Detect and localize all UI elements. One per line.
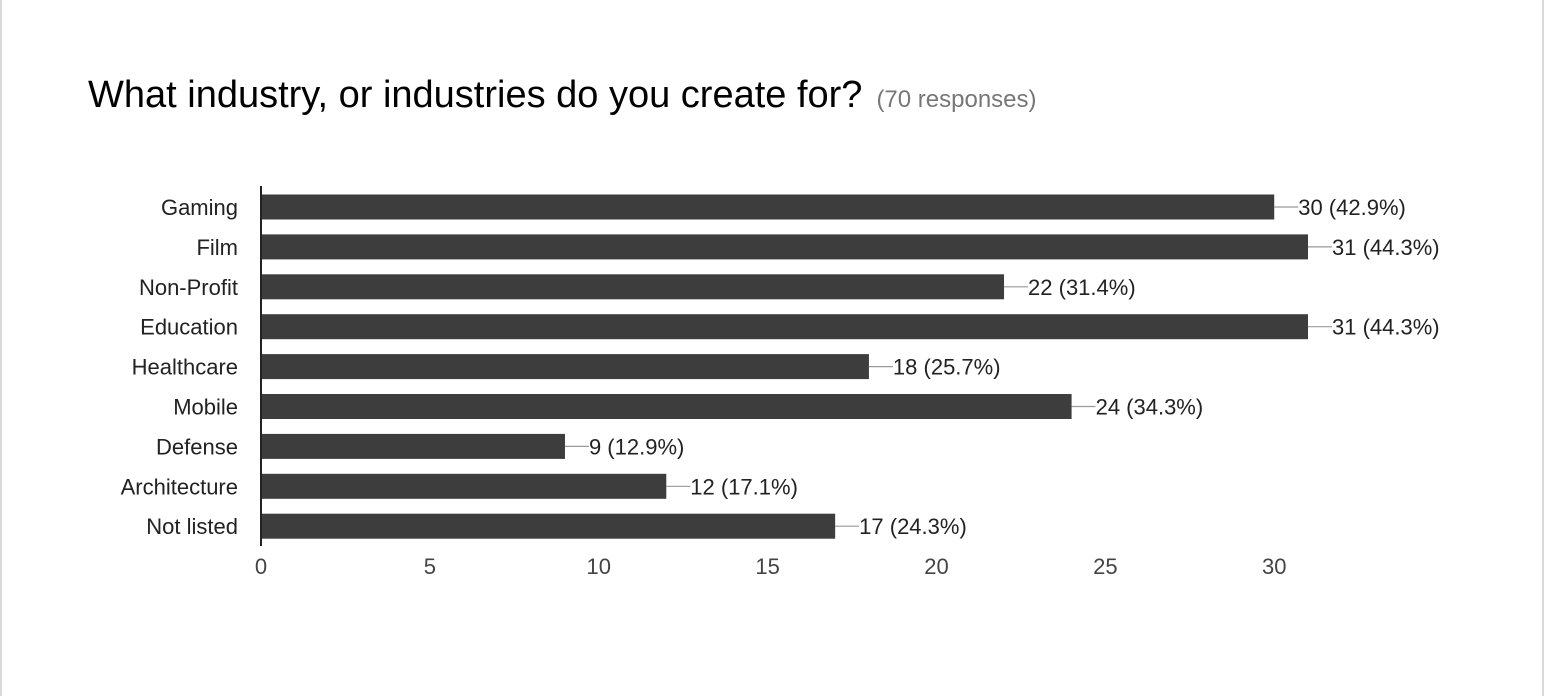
category-label: Gaming	[161, 195, 238, 220]
data-label: 30 (42.9%)	[1298, 195, 1406, 220]
x-tick-label: 20	[924, 554, 948, 579]
data-label: 31 (44.3%)	[1332, 315, 1440, 340]
x-tick-label: 10	[586, 554, 610, 579]
bar	[261, 433, 565, 459]
x-tick-label: 5	[424, 554, 436, 579]
bar	[261, 513, 836, 539]
question-title: What industry, or industries do you crea…	[88, 74, 863, 116]
response-count: (70 responses)	[876, 86, 1037, 113]
data-label: 18 (25.7%)	[893, 355, 1001, 380]
category-label: Non-Profit	[139, 275, 238, 300]
question-header: What industry, or industries do you crea…	[88, 74, 1037, 117]
bar	[261, 354, 869, 380]
category-label: Mobile	[173, 395, 238, 420]
x-tick-label: 0	[255, 554, 267, 579]
x-tick-label: 15	[755, 554, 779, 579]
category-label: Not listed	[146, 514, 238, 539]
data-label: 24 (34.3%)	[1096, 395, 1204, 420]
data-label: 22 (31.4%)	[1028, 275, 1136, 300]
bar	[261, 314, 1308, 340]
category-label: Education	[140, 315, 238, 340]
category-label: Defense	[156, 434, 238, 459]
category-label: Architecture	[121, 474, 238, 499]
data-label: 31 (44.3%)	[1332, 235, 1440, 260]
x-tick-label: 25	[1093, 554, 1117, 579]
data-label: 17 (24.3%)	[859, 514, 967, 539]
x-tick-label: 30	[1262, 554, 1286, 579]
category-label: Film	[196, 235, 238, 260]
category-label: Healthcare	[132, 355, 238, 380]
bar	[261, 194, 1275, 220]
bar	[261, 234, 1308, 260]
data-label: 9 (12.9%)	[589, 434, 684, 459]
bar	[261, 274, 1005, 300]
bar	[261, 394, 1072, 419]
data-label: 12 (17.1%)	[690, 474, 798, 499]
bar	[261, 473, 667, 499]
